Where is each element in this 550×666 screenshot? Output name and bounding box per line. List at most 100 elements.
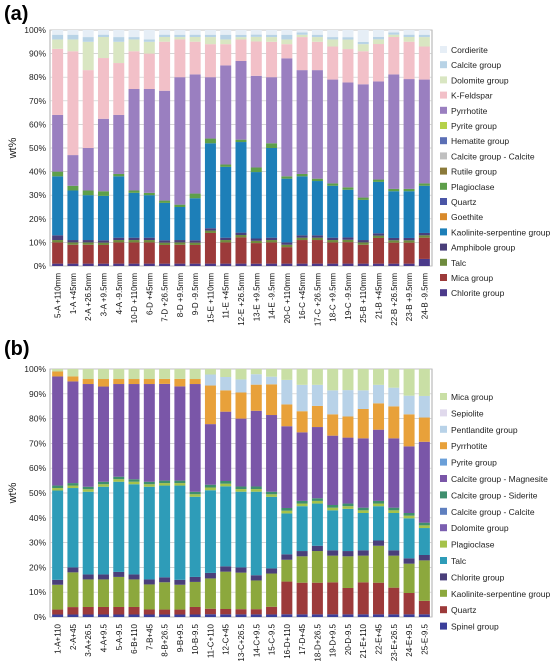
bar-segment xyxy=(373,233,385,236)
bar-segment xyxy=(143,41,155,54)
legend-label: Calcite group - Magnesite xyxy=(451,474,548,484)
bar-segment xyxy=(67,488,79,568)
bar-segment xyxy=(67,369,79,377)
bar-segment xyxy=(418,560,430,601)
bar-segment xyxy=(220,566,232,572)
bar-segment xyxy=(220,237,232,241)
bar-segment xyxy=(311,384,323,406)
bar-segment xyxy=(82,574,94,580)
bar-segment xyxy=(82,384,94,487)
bar-segment xyxy=(357,510,369,513)
bar-segment xyxy=(159,244,171,264)
bar-segment xyxy=(357,244,369,264)
bar-segment xyxy=(266,30,278,35)
bar-segment xyxy=(52,242,64,264)
bar-segment xyxy=(327,46,339,80)
x-tick-label: 8-B+26.5 xyxy=(161,623,170,656)
bar-segment xyxy=(67,607,79,615)
bar-segment xyxy=(159,582,171,610)
bar-segment xyxy=(113,30,125,38)
y-tick-label: 50% xyxy=(29,488,46,498)
bar-segment xyxy=(311,500,323,504)
legend-label: Chlorite group xyxy=(451,572,505,582)
bar-segment xyxy=(403,191,415,238)
bar-segment xyxy=(220,377,232,391)
legend-label: Pyrrhotite xyxy=(451,441,488,451)
bar-segment xyxy=(235,263,247,266)
bar-segment xyxy=(388,507,400,511)
bar-segment xyxy=(373,403,385,430)
legend-swatch xyxy=(440,491,447,499)
bar-segment xyxy=(113,242,125,264)
bar-segment xyxy=(296,263,308,266)
x-tick-label: 18-C +9.5mm xyxy=(329,273,338,322)
bar-segment xyxy=(327,390,339,415)
bar-segment xyxy=(281,30,293,35)
y-tick-label: 70% xyxy=(29,438,46,448)
x-tick-label: 25-B +110mm xyxy=(359,273,368,323)
bar-segment xyxy=(82,606,94,615)
legend-label: Goethite xyxy=(451,212,483,222)
x-tick-label: 6-B+110 xyxy=(130,623,139,653)
bar-segment xyxy=(373,369,385,385)
bar-segment xyxy=(189,41,201,75)
bar-segment xyxy=(128,384,140,480)
bar-segment xyxy=(67,381,79,484)
y-tick-label: 10% xyxy=(29,587,46,597)
bar-segment xyxy=(418,183,430,186)
bar-segment xyxy=(204,385,216,425)
bar-segment xyxy=(174,37,186,40)
bar-segment xyxy=(357,582,369,615)
bar-segment xyxy=(159,369,171,379)
bar-segment xyxy=(357,240,369,243)
x-tick-label: 7-D +26.5mm xyxy=(161,273,170,322)
bar-segment xyxy=(388,438,400,508)
bar-segment xyxy=(159,202,171,241)
bar-segment xyxy=(235,60,247,140)
bar-segment xyxy=(204,424,216,485)
legend-swatch xyxy=(440,458,447,466)
bar-segment xyxy=(189,494,201,497)
bar-segment xyxy=(266,606,278,615)
y-tick-label: 90% xyxy=(29,389,46,399)
bar-segment xyxy=(235,142,247,233)
bar-segment xyxy=(174,584,186,610)
bar-segment xyxy=(143,89,155,193)
bar-segment xyxy=(220,571,232,609)
bar-segment xyxy=(388,237,400,241)
legend-label: Talc xyxy=(451,556,467,566)
x-tick-label: 8-D +9.5mm xyxy=(176,273,185,318)
bar-segment xyxy=(189,369,201,380)
y-tick-label: 30% xyxy=(29,190,46,200)
bar-segment xyxy=(266,494,278,497)
bar-segment xyxy=(113,576,125,607)
bar-segment xyxy=(250,240,262,244)
legend-swatch xyxy=(440,442,447,450)
bar-segment xyxy=(143,481,155,485)
bar-segment xyxy=(174,369,186,379)
bar-segment xyxy=(113,37,125,42)
bar-segment xyxy=(311,614,323,617)
bar-segment xyxy=(296,30,308,33)
x-tick-label: 1-A+110 xyxy=(54,623,63,653)
bar-segment xyxy=(327,263,339,266)
bar-segment xyxy=(296,503,308,507)
bar-segment xyxy=(388,406,400,439)
bar-segment xyxy=(174,480,186,484)
bar-segment xyxy=(52,584,64,610)
bar-segment xyxy=(418,37,430,47)
bar-segment xyxy=(174,30,186,35)
bar-segment xyxy=(97,369,109,380)
bar-segment xyxy=(296,176,308,236)
bar-segment xyxy=(296,173,308,177)
y-tick-label: 60% xyxy=(29,463,46,473)
bar-segment xyxy=(296,70,308,174)
y-tick-label: 100% xyxy=(24,25,46,35)
bar-segment xyxy=(373,500,385,504)
legend-swatch xyxy=(440,213,447,221)
bar-segment xyxy=(342,37,354,40)
bar-segment xyxy=(311,34,323,38)
bar-segment xyxy=(189,576,201,582)
bar-segment xyxy=(128,369,140,380)
